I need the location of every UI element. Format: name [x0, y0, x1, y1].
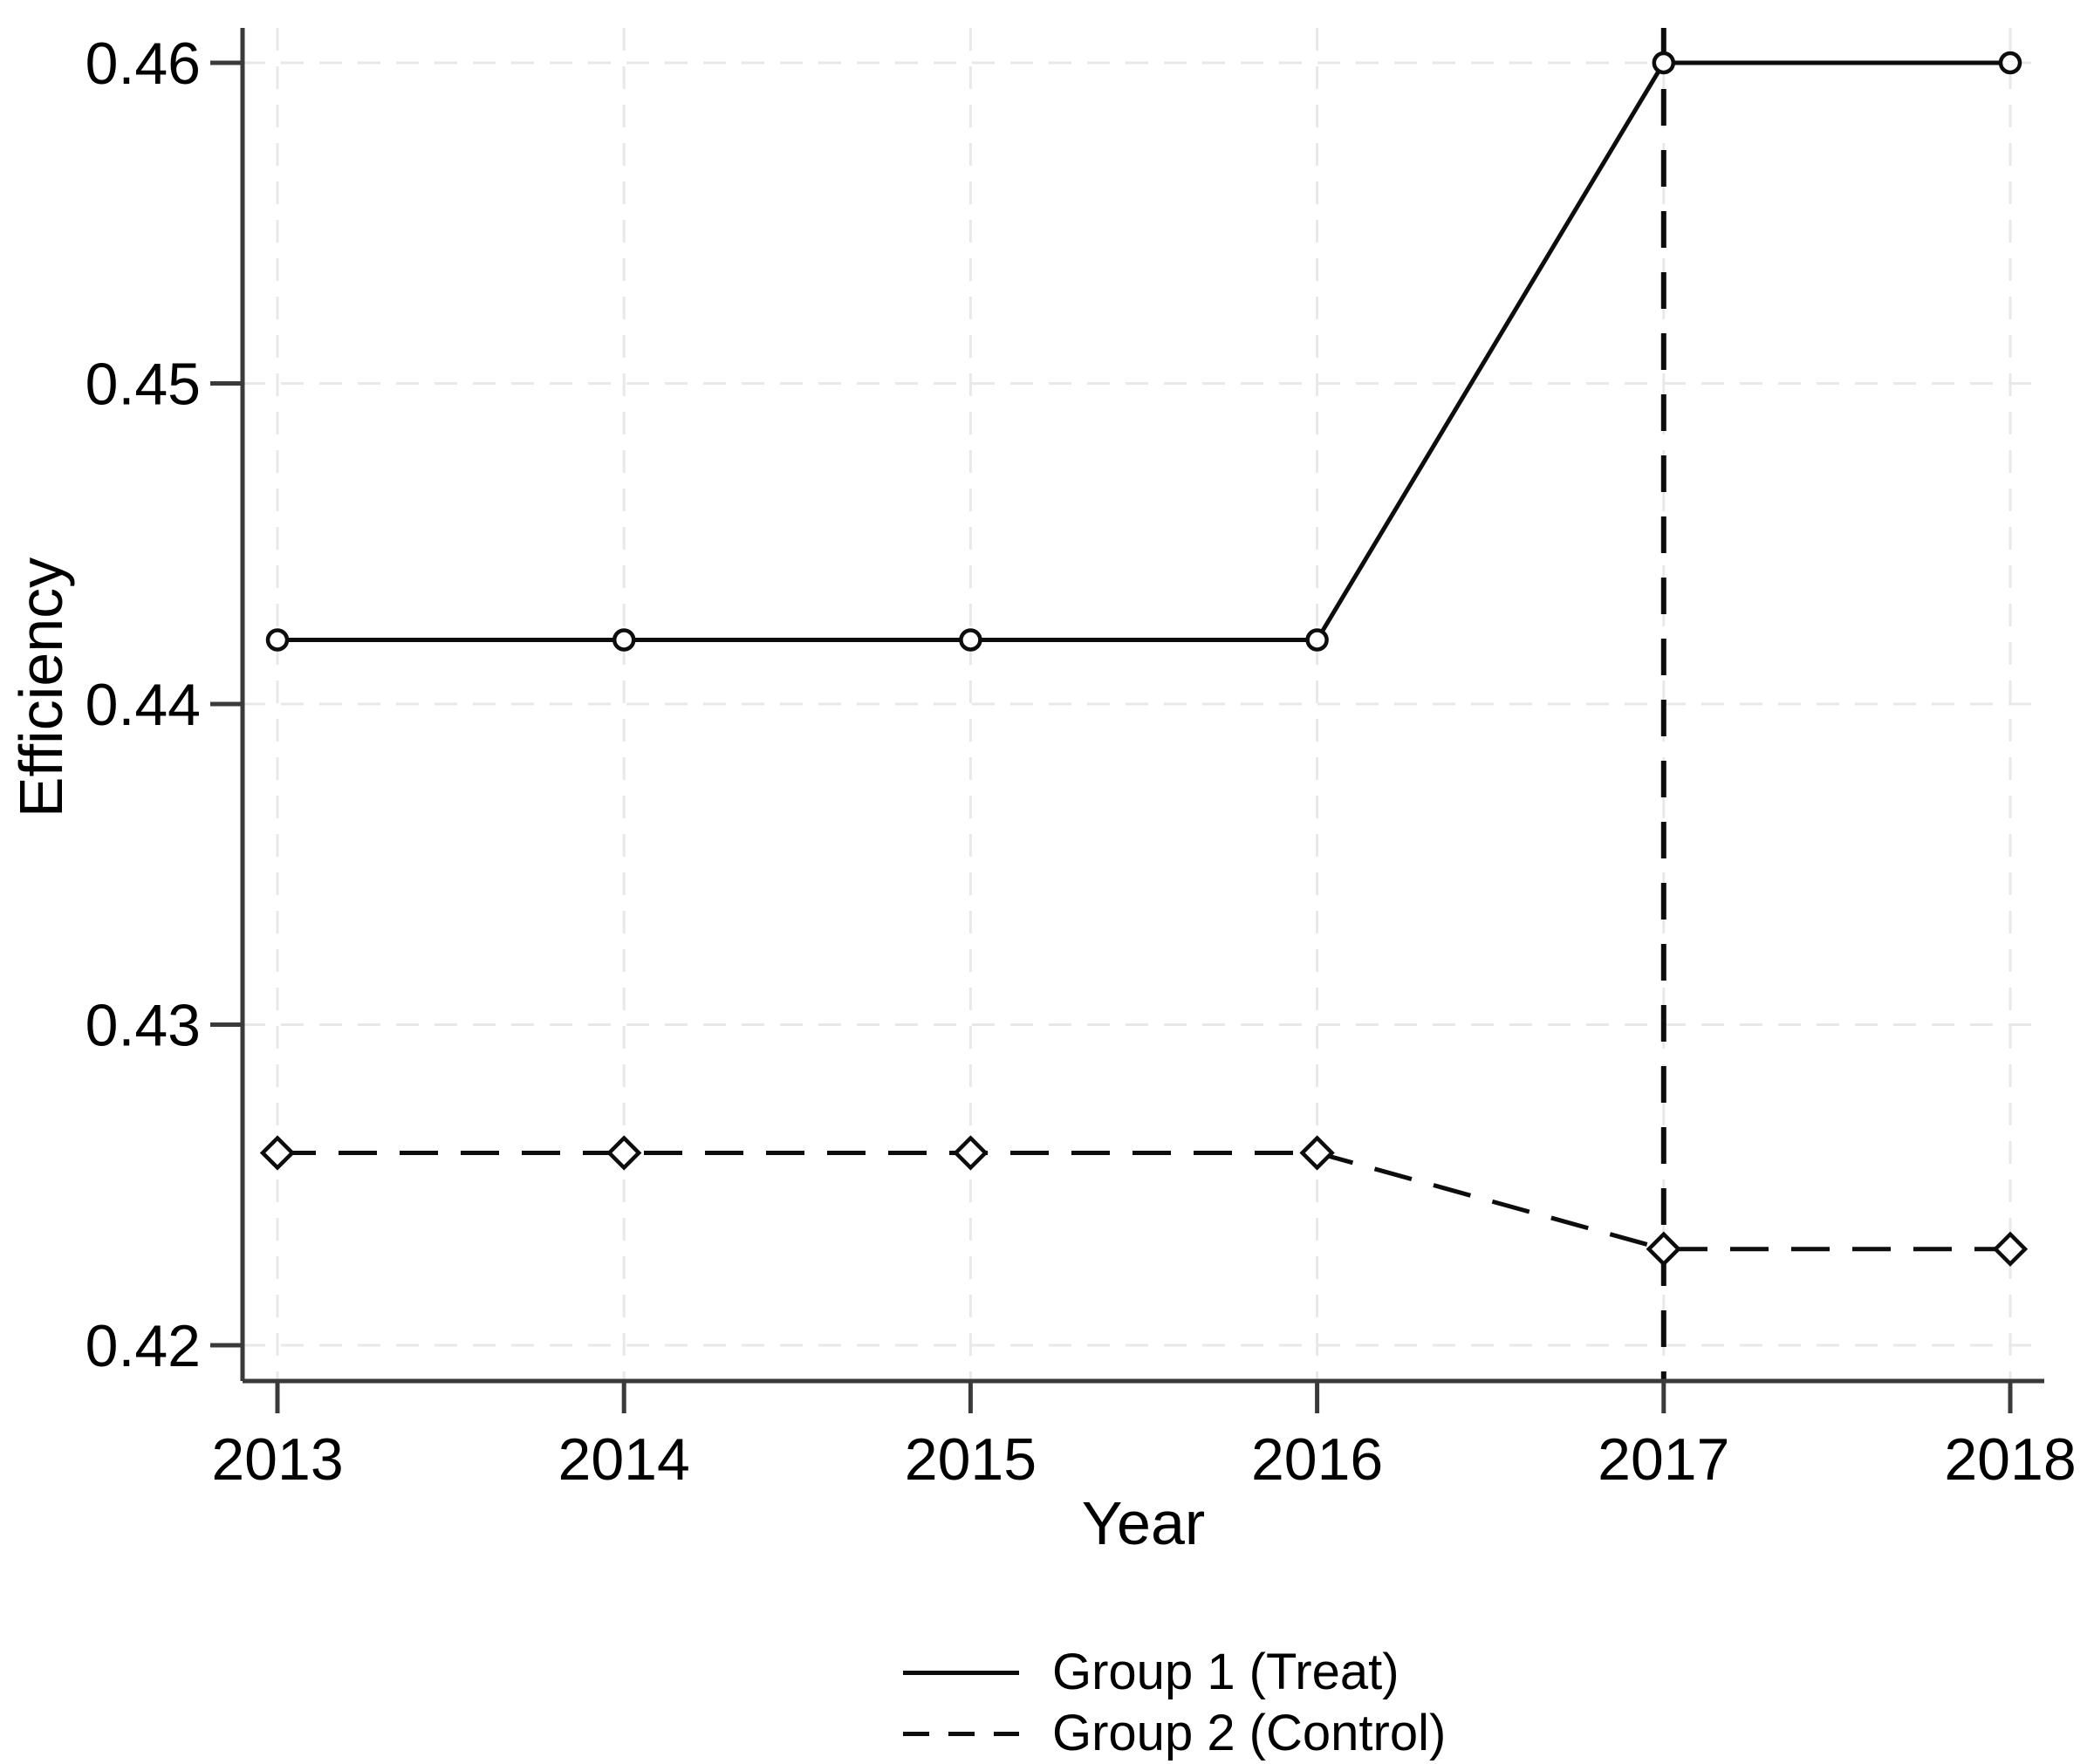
series-line-circle — [277, 60, 2010, 642]
y-tick-label: 0.44 — [86, 672, 201, 738]
y-tick-label: 0.42 — [86, 1313, 201, 1379]
x-tick-label: 2013 — [211, 1426, 343, 1493]
x-tick-label: 2015 — [905, 1426, 1037, 1493]
x-tick-label: 2014 — [558, 1426, 690, 1493]
y-tick-label: 0.43 — [86, 993, 201, 1059]
circle-marker — [1305, 628, 1329, 652]
circle-marker — [1652, 51, 1676, 75]
legend-label-group2: Group 2 (Control) — [1052, 1705, 1447, 1761]
diamond-marker — [259, 1135, 296, 1171]
legend-swatch-dashed-line — [903, 1731, 1019, 1736]
y-axis-title: Efficiency — [7, 557, 75, 818]
legend-item-group2-control: Group 2 (Control) — [903, 1703, 1446, 1764]
x-tick-label: 2016 — [1251, 1426, 1383, 1493]
y-tick-label: 0.46 — [86, 31, 201, 97]
legend-label-group1: Group 1 (Treat) — [1052, 1644, 1399, 1700]
x-tick-label: 2018 — [1944, 1426, 2076, 1493]
y-tick-label: 0.45 — [86, 352, 201, 418]
legend-swatch-solid-line — [903, 1670, 1019, 1675]
legend: Group 1 (Treat) Group 2 (Control) — [903, 1642, 1446, 1764]
x-tick-label: 2017 — [1598, 1426, 1729, 1493]
circle-marker — [612, 628, 636, 652]
diamond-marker — [1299, 1135, 1335, 1171]
diamond-marker — [1646, 1231, 1681, 1267]
x-axis-title: Year — [1081, 1489, 1206, 1557]
circle-marker — [265, 628, 290, 652]
series-line-diamond — [277, 1151, 2010, 1252]
circle-marker — [959, 628, 982, 652]
circle-marker — [1998, 51, 2022, 75]
diamond-marker — [1992, 1231, 2029, 1267]
legend-item-group1-treat: Group 1 (Treat) — [903, 1642, 1399, 1703]
diamond-marker — [953, 1135, 989, 1171]
diamond-marker — [606, 1135, 642, 1171]
